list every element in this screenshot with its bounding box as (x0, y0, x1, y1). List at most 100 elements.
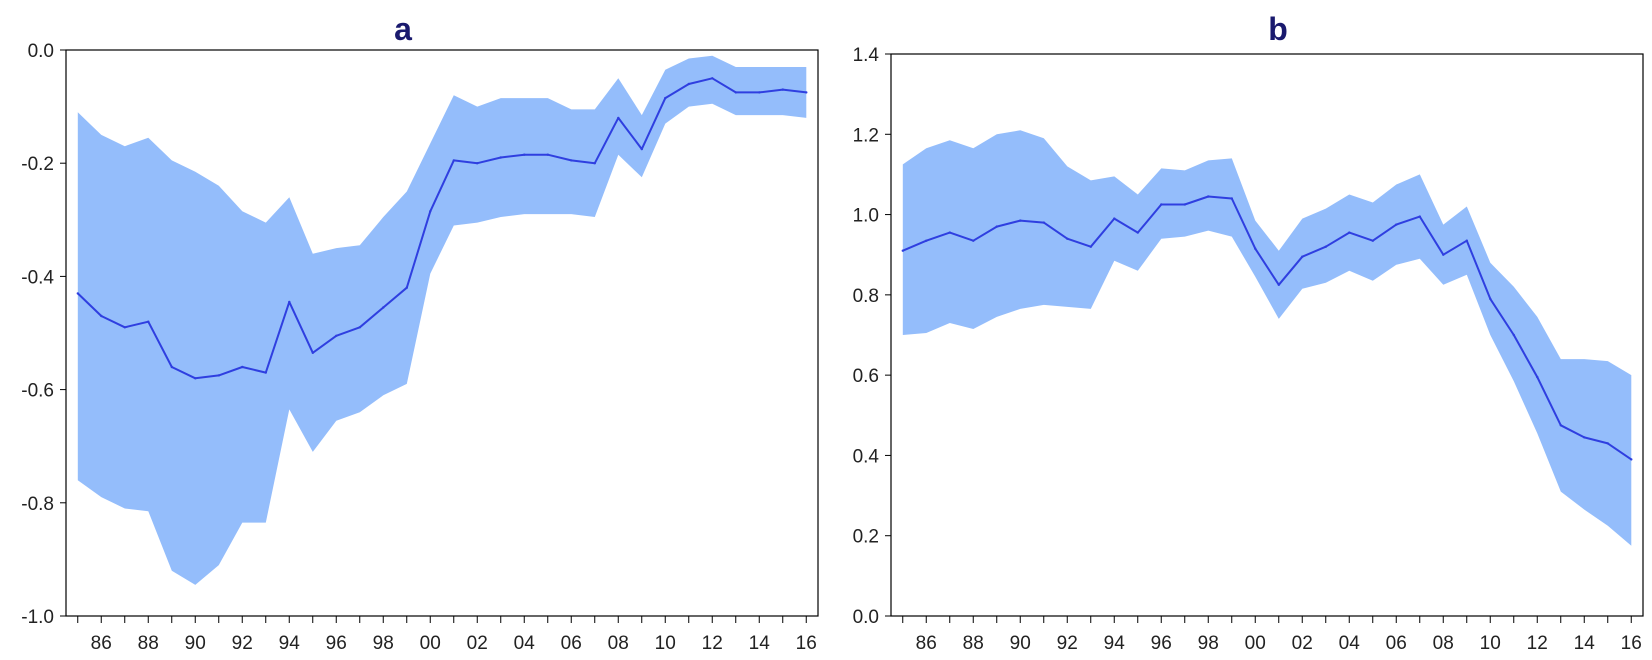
panel-b-y-tick-label: 1.0 (853, 206, 879, 227)
panel-b-data-point (1113, 217, 1116, 220)
panel-b-data-point (1559, 424, 1563, 427)
panel-a-data-point (452, 159, 455, 162)
panel-a-y-tick-label: -0.8 (21, 494, 54, 515)
panel-b-data-point (1418, 215, 1422, 218)
panel-a-x-tick-label: 16 (796, 633, 817, 654)
panel-a-data-point (781, 88, 784, 91)
panel-a-data-point (405, 286, 408, 289)
panel-a-x-tick-label: 10 (655, 633, 676, 654)
panel-b-data-point (1066, 237, 1069, 240)
panel-a-data-point (217, 374, 220, 377)
panel-b-data-point (1230, 197, 1234, 200)
panel-a-data-point (805, 91, 808, 94)
panel-a-data-point (758, 91, 761, 94)
panel-b-data-point (1395, 223, 1398, 226)
panel-b-y-tick-label: 0.8 (853, 286, 879, 307)
panel-a-y-tick-label: -1.0 (21, 607, 54, 628)
panel-b-x-tick-label: 02 (1292, 633, 1313, 654)
panel-a-data-point (194, 377, 197, 380)
panel-b-x-tick-label: 94 (1104, 633, 1126, 654)
panel-b-plot-frame (890, 53, 1644, 617)
panel-a-data-point (476, 162, 479, 165)
panel-a-data-point (264, 371, 267, 374)
panel-b-data-point (1277, 283, 1281, 286)
panel-a-data-point (523, 153, 526, 156)
panel-a-x-tick-label: 98 (373, 633, 394, 654)
panel-b-y-tick-label: 1.4 (853, 45, 880, 66)
panel-a-y-axis: 0.0 -0.2 -0.4 -0.6 -0.8 -1.0 (21, 41, 66, 628)
panel-b-data-point (1630, 458, 1633, 461)
panel-a-data-point (711, 77, 714, 80)
panel-b-x-tick-label: 00 (1245, 633, 1266, 654)
panel-a-x-tick-label: 90 (185, 633, 206, 654)
panel-b-data-point (1207, 195, 1210, 198)
panel-a-data-point (358, 326, 361, 329)
panel-b-data-point (1371, 239, 1375, 242)
panel-a-data-point (664, 96, 667, 100)
panel-a-x-tick-label: 14 (749, 633, 771, 654)
panel-a-confidence-band-layer (77, 55, 807, 585)
panel-b-y-tick-label: 0.0 (853, 607, 879, 628)
panel-b-x-tick-label: 86 (916, 633, 937, 654)
panel-a-data-point (593, 162, 596, 165)
panel-b-data-point (1606, 442, 1610, 445)
panel-a-estimate-line-layer (76, 77, 808, 380)
panel-b-y-tick-label: 0.2 (853, 527, 879, 548)
panel-a-data-point (123, 326, 127, 329)
panel-a-x-tick-label: 96 (326, 633, 347, 654)
panel-b-data-point (1442, 253, 1445, 256)
panel-a-data-point (288, 300, 291, 304)
panel-a-data-point (570, 159, 573, 162)
panel-b-confidence-band-layer (902, 130, 1632, 546)
panel-b-data-point (1089, 245, 1093, 248)
panel-b-x-tick-label: 88 (963, 633, 984, 654)
panel-b-x-tick-label: 06 (1386, 633, 1407, 654)
panel-b-data-point (1301, 255, 1304, 258)
panel-a-x-tick-label: 86 (91, 633, 112, 654)
panel-b-data-point (1183, 203, 1187, 206)
panel-b-x-tick-label: 98 (1198, 633, 1219, 654)
panel-b-y-tick-label: 0.6 (853, 366, 879, 387)
panel-b-data-point (948, 231, 951, 234)
panel-a-data-point (687, 82, 690, 86)
panel-a-x-tick-label: 08 (608, 633, 629, 654)
panel-a-data-point (76, 292, 80, 295)
panel-a-x-tick-label: 00 (420, 633, 441, 654)
panel-a-x-axis: 86 88 90 92 94 96 98 00 02 04 06 08 10 12 14 16 (77, 616, 817, 654)
panel-a-data-point (429, 210, 432, 213)
panel-a-data-point (335, 334, 338, 337)
panel-b-x-tick-label: 90 (1010, 633, 1031, 654)
panel-a-data-point (311, 351, 314, 354)
panel-b-x-tick-label: 08 (1433, 633, 1454, 654)
panel-b-y-tick-label: 0.4 (853, 446, 880, 467)
panel-b-data-point (1512, 333, 1516, 337)
panel-b-data-point (1324, 245, 1328, 248)
panel-a-data-point (147, 320, 150, 323)
panel-a-plot-frame (65, 49, 819, 617)
panel-a-confidence-band (77, 55, 807, 585)
panel-a-y-tick-label: -0.6 (21, 381, 54, 402)
panel-b-data-point (1536, 375, 1539, 379)
panel-b-x-tick-label: 16 (1621, 633, 1642, 654)
panel-a-data-point (499, 156, 502, 159)
panel-a-x-tick-label: 12 (702, 633, 723, 654)
panel-b-confidence-band (902, 130, 1632, 546)
panel-b-x-tick-label: 14 (1574, 633, 1596, 654)
panel-b: b 1.4 1.2 1.0 0.8 0.6 0.4 0.2 0.0 86 88 90 92 94 96 9… (853, 11, 1644, 654)
panel-a-x-tick-label: 04 (514, 633, 536, 654)
panel-a-estimate-line (77, 77, 807, 380)
panel-a-y-tick-label: -0.4 (21, 267, 54, 288)
panel-b-data-point (1254, 247, 1257, 250)
panel-a-data-point (640, 147, 643, 151)
panel-a-data-point (734, 91, 737, 94)
panel-a-data-point (617, 116, 620, 120)
panel-b-x-tick-label: 92 (1057, 633, 1078, 654)
panel-a-data-point (546, 153, 549, 156)
panel-a-data-point (170, 365, 173, 369)
panel-b-x-tick-label: 96 (1151, 633, 1172, 654)
panel-b-data-point (1489, 297, 1492, 301)
panel-b-x-tick-label: 04 (1339, 633, 1361, 654)
panel-b-estimate-line (902, 195, 1632, 461)
panel-b-x-tick-label: 12 (1527, 633, 1548, 654)
panel-b-data-point (972, 239, 975, 242)
